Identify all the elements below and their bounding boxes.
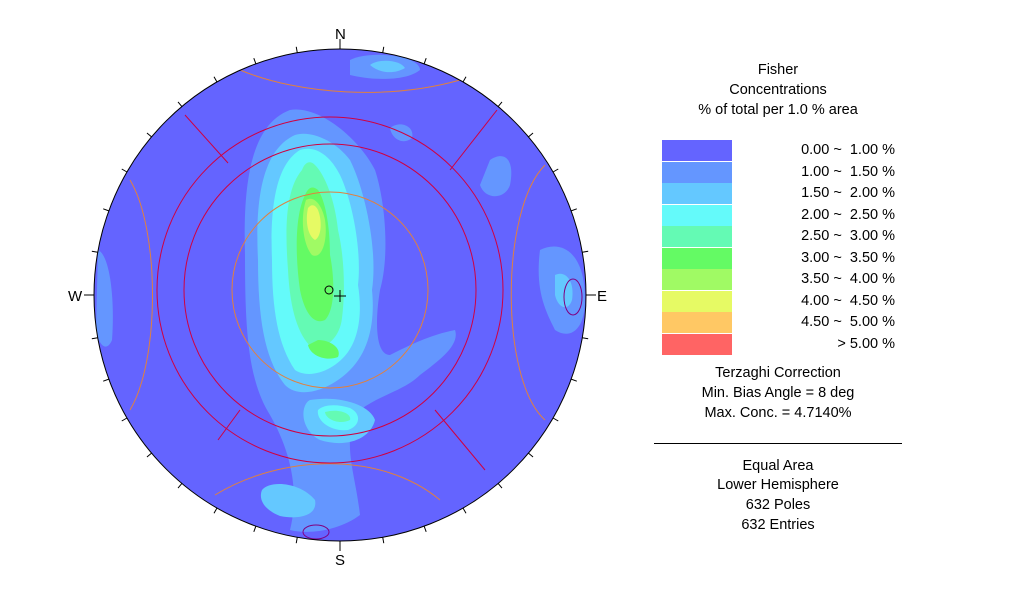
max-concentration: Max. Conc. = 4.7140% — [704, 405, 852, 421]
legend-subtitle: Concentrations — [729, 82, 827, 98]
mean-pole-marker — [324, 285, 334, 295]
azimuth-tick — [552, 417, 559, 422]
legend-swatch — [662, 333, 732, 355]
azimuth-ticks — [84, 39, 596, 551]
azimuth-tick — [382, 537, 385, 544]
projection-label: Equal Area — [742, 458, 814, 474]
azimuth-tick — [528, 452, 534, 458]
azimuth-tick — [213, 76, 218, 83]
azimuth-tick — [253, 525, 257, 532]
legend-bin-label: 0.00 ~ 1.00 % — [801, 142, 895, 158]
min-bias-angle: Min. Bias Angle = 8 deg — [701, 385, 855, 401]
legend-bin-label: 2.00 ~ 2.50 % — [801, 206, 895, 223]
azimuth-tick — [146, 132, 152, 138]
legend-bin-label: 4.00 ~ 4.50 % — [801, 292, 895, 309]
azimuth-tick — [570, 208, 577, 212]
south-label: S — [335, 552, 346, 569]
contour-ring-7 — [306, 205, 321, 240]
azimuth-tick — [582, 250, 589, 253]
pole-marker-south — [302, 524, 330, 540]
legend-bin-label: 4.50 ~ 5.00 % — [801, 314, 895, 330]
legend-divider — [654, 443, 902, 444]
west-label: W — [68, 288, 83, 305]
azimuth-tick — [121, 168, 128, 173]
center-cross — [334, 290, 346, 302]
azimuth-tick — [552, 168, 559, 173]
azimuth-tick — [213, 507, 218, 514]
legend-swatch — [662, 247, 732, 269]
azimuth-tick — [582, 337, 589, 340]
legend-swatch — [662, 140, 732, 161]
legend-bin-label: 1.50 ~ 2.00 % — [801, 185, 895, 201]
pole-marker-east — [563, 278, 583, 316]
legend-bin-label: 3.00 ~ 3.50 % — [801, 249, 895, 266]
great-circles — [129, 69, 546, 501]
legend-method: Fisher — [757, 62, 799, 78]
azimuth-tick — [528, 132, 534, 138]
east-label: E — [597, 288, 608, 305]
azimuth-tick — [121, 417, 128, 422]
correction-title: Terzaghi Correction — [715, 365, 841, 381]
legend-swatch — [662, 204, 732, 226]
legend-bin-label: 3.50 ~ 4.00 % — [801, 271, 895, 287]
legend-swatch — [662, 226, 732, 247]
azimuth-tick — [462, 507, 467, 514]
legend-bin-label: 1.00 ~ 1.50 % — [801, 163, 895, 180]
legend-bin-label: > 5.00 % — [837, 335, 895, 352]
azimuth-tick — [253, 58, 257, 65]
hemisphere-label: Lower Hemisphere — [717, 477, 839, 493]
legend-unit: % of total per 1.0 % area — [698, 102, 858, 118]
north-label: N — [335, 26, 346, 43]
azimuth-tick — [497, 483, 503, 489]
azimuth-tick — [177, 101, 183, 107]
legend-swatch — [662, 312, 732, 333]
azimuth-tick — [103, 378, 110, 382]
azimuth-tick — [423, 58, 427, 65]
legend-swatch — [662, 269, 732, 290]
azimuth-tick — [177, 483, 183, 489]
legend-swatch — [662, 290, 732, 312]
legend-swatch — [662, 183, 732, 204]
stereonet-plot — [84, 39, 596, 551]
azimuth-tick — [103, 208, 110, 212]
azimuth-tick — [91, 250, 98, 253]
azimuth-tick — [295, 537, 298, 544]
azimuth-tick — [295, 46, 298, 53]
azimuth-tick — [570, 378, 577, 382]
azimuth-tick — [423, 525, 427, 532]
azimuth-tick — [497, 101, 503, 107]
poles-count: 632 Poles — [745, 497, 811, 513]
legend-bin-label: 2.50 ~ 3.00 % — [801, 228, 895, 244]
set-windows — [156, 109, 504, 471]
legend-swatch — [662, 161, 732, 183]
azimuth-tick — [462, 76, 467, 83]
azimuth-tick — [146, 452, 152, 458]
azimuth-tick — [382, 46, 385, 53]
azimuth-tick — [91, 337, 98, 340]
entries-count: 632 Entries — [741, 517, 815, 533]
